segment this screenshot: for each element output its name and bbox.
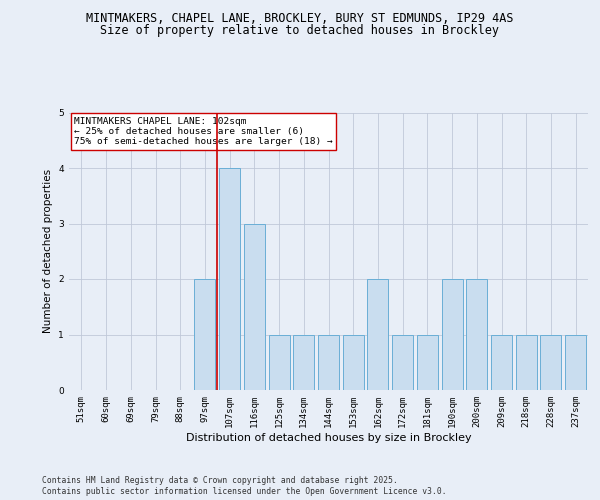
Bar: [219, 168, 240, 390]
X-axis label: Distribution of detached houses by size in Brockley: Distribution of detached houses by size …: [185, 432, 472, 442]
Bar: [541, 334, 562, 390]
Text: Size of property relative to detached houses in Brockley: Size of property relative to detached ho…: [101, 24, 499, 37]
Bar: [318, 334, 339, 390]
Bar: [343, 334, 364, 390]
Y-axis label: Number of detached properties: Number of detached properties: [43, 169, 53, 334]
Bar: [367, 279, 388, 390]
Text: MINTMAKERS CHAPEL LANE: 102sqm
← 25% of detached houses are smaller (6)
75% of s: MINTMAKERS CHAPEL LANE: 102sqm ← 25% of …: [74, 116, 333, 146]
Bar: [417, 334, 438, 390]
Bar: [466, 279, 487, 390]
Bar: [244, 224, 265, 390]
Text: Contains public sector information licensed under the Open Government Licence v3: Contains public sector information licen…: [42, 487, 446, 496]
Bar: [442, 279, 463, 390]
Bar: [392, 334, 413, 390]
Text: MINTMAKERS, CHAPEL LANE, BROCKLEY, BURY ST EDMUNDS, IP29 4AS: MINTMAKERS, CHAPEL LANE, BROCKLEY, BURY …: [86, 12, 514, 26]
Bar: [491, 334, 512, 390]
Bar: [293, 334, 314, 390]
Text: Contains HM Land Registry data © Crown copyright and database right 2025.: Contains HM Land Registry data © Crown c…: [42, 476, 398, 485]
Bar: [516, 334, 537, 390]
Bar: [565, 334, 586, 390]
Bar: [194, 279, 215, 390]
Bar: [269, 334, 290, 390]
